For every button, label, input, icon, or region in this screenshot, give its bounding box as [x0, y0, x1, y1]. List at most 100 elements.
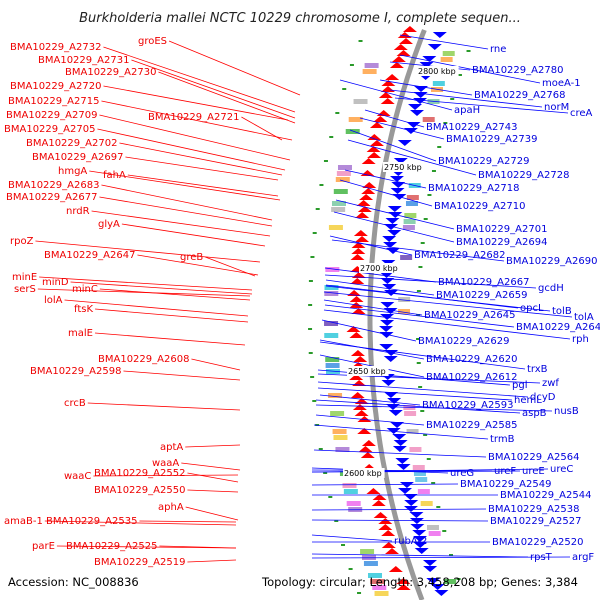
forward-leader-line — [101, 184, 273, 221]
forward-gene-arrow — [371, 500, 386, 506]
forward-gene-arrow — [357, 428, 372, 434]
forward-leader-line — [94, 332, 246, 346]
kbp-label: 2800 kbp — [418, 67, 456, 76]
forward-gene-arrow — [402, 26, 417, 32]
forward-leader-line — [119, 142, 283, 176]
tick-mark — [308, 328, 313, 330]
forward-gene-label: BMA10229_A2715 — [8, 96, 99, 107]
forward-gene-arrow — [361, 158, 376, 164]
tick-mark — [357, 592, 362, 594]
reverse-gene-arrow — [398, 488, 413, 494]
forward-gene-label: hmgA — [58, 166, 87, 177]
reverse-gene-arrow — [388, 212, 403, 218]
tick-mark — [308, 280, 313, 282]
tick-mark — [436, 506, 441, 508]
reverse-gene-label: BMA10229_A2768 — [474, 90, 565, 101]
map-title: Burkholderia mallei NCTC 10229 chromosom… — [79, 11, 521, 26]
forward-gene-arrow — [356, 200, 371, 206]
forward-leader-line — [70, 281, 253, 295]
forward-gene-label: BMA10229_A2677 — [6, 192, 97, 203]
reverse-gene-arrow — [383, 242, 398, 248]
reverse-leader-line — [317, 387, 513, 401]
forward-leader-line — [139, 520, 237, 523]
feature-box-right — [404, 213, 417, 218]
reverse-gene-arrow — [387, 230, 402, 236]
forward-gene-label: rpoZ — [10, 236, 34, 247]
reverse-gene-label: BMA10229_A2694 — [456, 237, 547, 248]
forward-gene-label: BMA10229_A2608 — [98, 354, 189, 365]
reverse-gene-label: pgl — [512, 380, 527, 391]
feature-box-left — [362, 69, 377, 74]
reverse-gene-label: ureC — [550, 464, 573, 475]
forward-leader-line — [89, 170, 281, 201]
forward-leader-line — [241, 116, 283, 141]
tick-mark — [308, 352, 313, 354]
tick-mark — [318, 448, 323, 450]
reverse-gene-arrow — [426, 578, 441, 584]
reverse-gene-label: BMA10229_A2728 — [478, 170, 569, 181]
feature-box-left — [364, 63, 379, 68]
reverse-gene-label: BMA10229_A2729 — [438, 156, 529, 167]
forward-leader-line — [187, 472, 239, 483]
reverse-gene-arrow — [390, 422, 405, 428]
tick-mark — [466, 50, 471, 52]
kbp-scale-labels: 2800 kbp 2750 kbp 2700 kbp 2650 kbp 2600 kbp — [343, 66, 459, 478]
reverse-gene-label: BMA10229_A2520 — [492, 537, 583, 548]
reverse-gene-arrow — [408, 104, 423, 110]
reverse-gene-arrow — [413, 536, 428, 542]
feature-box-right — [406, 195, 419, 200]
tick-mark — [312, 232, 317, 234]
feature-box-right — [404, 411, 417, 416]
forward-gene-arrow — [352, 404, 367, 410]
forward-gene-label: waaC — [64, 471, 91, 482]
reverse-gene-arrow — [409, 518, 424, 524]
reverse-gene-label: tolA — [574, 312, 594, 323]
kbp-label-bg — [359, 263, 401, 273]
feature-box-left — [328, 393, 343, 398]
forward-gene-arrow — [366, 146, 381, 152]
forward-gene-arrow — [357, 416, 372, 422]
forward-gene-label: fahA — [103, 170, 126, 181]
forward-leader-line — [137, 254, 259, 276]
reverse-leader-line — [319, 394, 421, 406]
kbp-label-bg — [343, 468, 385, 478]
reverse-gene-arrow — [395, 458, 410, 464]
tick-mark — [328, 496, 333, 498]
reverse-leader-line — [333, 211, 455, 243]
forward-gene-arrow — [380, 98, 395, 104]
feature-box-left — [372, 585, 387, 590]
reverse-leader-line — [311, 519, 489, 522]
reverse-gene-arrow — [383, 356, 398, 362]
feature-box-left — [368, 573, 383, 578]
reverse-leader-line — [315, 404, 553, 412]
reverse-gene-arrow — [392, 446, 407, 452]
tick-mark — [312, 400, 317, 402]
tick-mark — [416, 314, 421, 316]
feature-box-left — [335, 447, 350, 452]
forward-leader-line — [97, 128, 286, 171]
tick-mark — [420, 242, 425, 244]
tick-mark — [308, 304, 313, 306]
feature-box-left — [331, 201, 346, 206]
reverse-gene-label: BMA10229_A2593 — [422, 400, 513, 411]
reverse-gene-label: BMA10229_A2538 — [488, 504, 579, 515]
forward-gene-label: BMA10229_A2598 — [30, 366, 121, 377]
reverse-leader-line — [323, 309, 571, 340]
forward-gene-arrow — [359, 194, 374, 200]
reverse-leader-line — [389, 89, 543, 108]
forward-leader-line — [95, 308, 249, 323]
reverse-gene-arrow — [379, 344, 394, 350]
forward-leader-line — [87, 402, 241, 411]
reverse-gene-arrow — [382, 236, 397, 242]
reverse-leader-line — [311, 556, 571, 559]
feature-box-right — [398, 309, 411, 314]
forward-gene-arrow — [393, 44, 408, 50]
feature-box-left — [336, 171, 351, 176]
reverse-leader-line — [359, 117, 445, 140]
reverse-leader-line — [311, 534, 393, 542]
reverse-leader-line — [339, 79, 453, 111]
forward-gene-arrow — [369, 140, 384, 146]
forward-gene-label: lolA — [44, 295, 63, 306]
forward-gene-arrow — [378, 524, 393, 530]
